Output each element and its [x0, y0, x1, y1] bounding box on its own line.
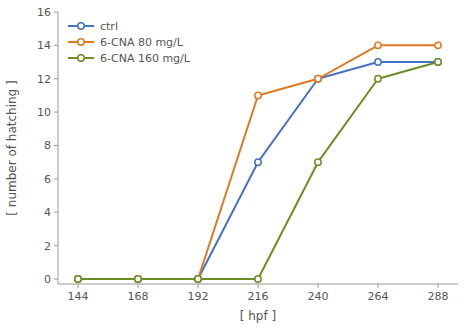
y-axis-label: [ number of hatching ] [5, 80, 19, 215]
y-tick [54, 245, 58, 246]
point [135, 276, 141, 282]
x-tick [438, 284, 439, 288]
legend-label: ctrl [100, 20, 118, 33]
point [75, 276, 81, 282]
point [255, 276, 261, 282]
x-tick-label: 168 [128, 290, 149, 303]
y-tick [54, 12, 58, 13]
y-tick-label: 4 [44, 206, 51, 219]
point [315, 159, 321, 165]
point [375, 42, 381, 48]
x-tick [138, 284, 139, 288]
point [315, 76, 321, 82]
y-tick-label: 8 [44, 139, 51, 152]
point [75, 276, 81, 282]
legend-label: 6-CNA 160 mg/L [100, 52, 191, 65]
legend-marker [78, 23, 84, 29]
y-tick-label: 12 [37, 73, 51, 86]
x-tick-label: 264 [368, 290, 389, 303]
line [78, 62, 438, 279]
point [435, 59, 441, 65]
axes: 144 168 192 216 240 264 288 0 2 4 6 8 10 12 14 16 [37, 6, 458, 303]
x-tick [258, 284, 259, 288]
y-tick [54, 278, 58, 279]
x-tick-label: 192 [188, 290, 209, 303]
x-axis-label: [ hpf ] [240, 309, 276, 323]
plot-area [75, 42, 441, 282]
x-tick [198, 284, 199, 288]
x-tick-label: 216 [248, 290, 269, 303]
point [195, 276, 201, 282]
y-tick [54, 212, 58, 213]
series [75, 59, 441, 282]
point [435, 59, 441, 65]
x-tick-label: 240 [308, 290, 329, 303]
x-tick [378, 284, 379, 288]
x-tick [78, 284, 79, 288]
point [315, 76, 321, 82]
point [435, 42, 441, 48]
point [255, 159, 261, 165]
x-tick [318, 284, 319, 288]
chart: 144 168 192 216 240 264 288 0 2 4 6 8 10 12 14 16 [ hpf … [0, 0, 474, 328]
point [195, 276, 201, 282]
y-tick-label: 2 [44, 240, 51, 253]
line [78, 45, 438, 279]
y-tick-label: 10 [37, 106, 51, 119]
y-tick [54, 112, 58, 113]
point [375, 59, 381, 65]
y-tick-label: 14 [37, 39, 51, 52]
point [195, 276, 201, 282]
y-axis-line [58, 12, 59, 284]
legend-marker [78, 55, 84, 61]
point [135, 276, 141, 282]
y-tick-label: 6 [44, 173, 51, 186]
series [75, 42, 441, 282]
y-tick-label: 16 [37, 6, 51, 19]
legend-label: 6-CNA 80 mg/L [100, 36, 184, 49]
line [78, 62, 438, 279]
point [75, 276, 81, 282]
y-tick [54, 145, 58, 146]
legend-marker [78, 39, 84, 45]
y-tick-label: 0 [44, 273, 51, 286]
y-tick [54, 45, 58, 46]
y-tick [54, 78, 58, 79]
legend: ctrl 6-CNA 80 mg/L 6-CNA 160 mg/L [68, 20, 191, 65]
x-tick-label: 288 [428, 290, 449, 303]
point [135, 276, 141, 282]
x-tick-label: 144 [68, 290, 89, 303]
point [375, 76, 381, 82]
point [255, 92, 261, 98]
series [75, 59, 441, 282]
y-tick [54, 178, 58, 179]
